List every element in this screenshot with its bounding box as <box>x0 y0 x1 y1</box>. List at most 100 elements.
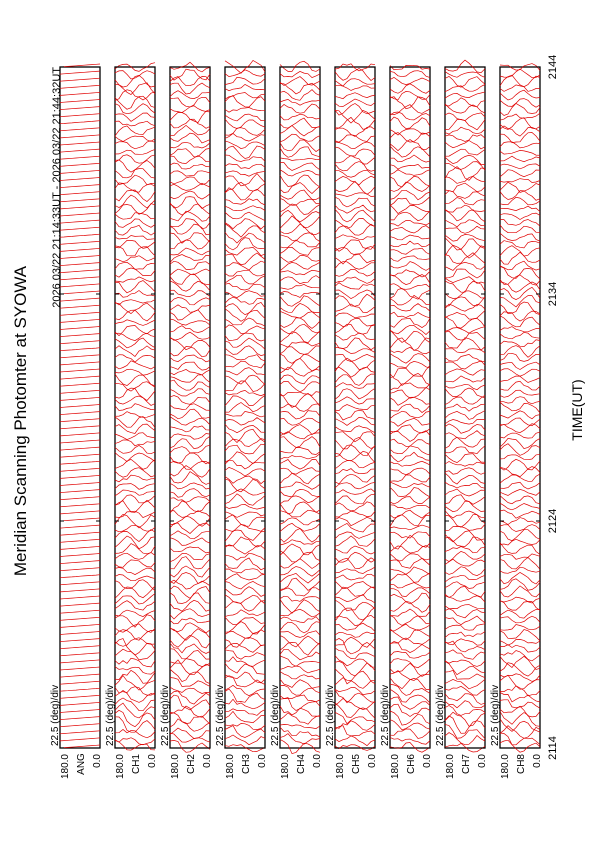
trace <box>59 262 101 266</box>
trace <box>499 489 541 496</box>
trace <box>114 70 156 80</box>
trace <box>334 246 376 256</box>
trace <box>114 290 156 298</box>
trace <box>169 658 211 667</box>
trace <box>169 90 211 99</box>
trace <box>499 205 541 212</box>
trace <box>334 580 376 590</box>
trace <box>114 203 156 215</box>
trace <box>334 196 376 208</box>
trace <box>114 280 156 294</box>
trace <box>224 237 266 251</box>
trace <box>389 365 431 379</box>
trace <box>114 514 156 529</box>
trace <box>389 524 431 531</box>
trace <box>279 599 321 614</box>
trace <box>499 609 541 619</box>
trace <box>334 68 376 81</box>
trace <box>499 117 541 130</box>
trace <box>169 465 211 478</box>
trace <box>59 574 101 579</box>
trace <box>334 488 376 495</box>
trace <box>389 557 431 569</box>
trace <box>499 380 541 391</box>
trace <box>224 438 266 447</box>
trace <box>59 347 101 352</box>
trace <box>114 432 156 440</box>
trace <box>224 374 266 385</box>
trace <box>499 542 541 555</box>
trace <box>169 239 211 250</box>
trace <box>224 154 266 162</box>
trace <box>334 689 376 704</box>
trace <box>334 239 376 252</box>
trace <box>169 331 211 341</box>
trace <box>169 176 211 186</box>
trace <box>169 68 211 81</box>
trace <box>279 472 321 485</box>
trace <box>444 71 486 78</box>
trace <box>169 565 211 578</box>
range-top: 180.0 <box>390 754 401 779</box>
trace <box>169 515 211 527</box>
trace <box>169 346 211 358</box>
trace <box>169 668 211 685</box>
trace <box>59 354 101 359</box>
trace <box>334 175 376 186</box>
trace <box>114 332 156 341</box>
trace <box>334 655 376 668</box>
trace <box>389 474 431 483</box>
trace <box>169 585 211 599</box>
trace <box>279 317 321 329</box>
trace <box>169 289 211 297</box>
trace <box>389 104 431 116</box>
trace <box>114 159 156 173</box>
trace <box>389 531 431 539</box>
trace <box>279 642 321 656</box>
trace <box>169 96 211 108</box>
trace <box>169 232 211 244</box>
trace <box>59 680 101 685</box>
trace <box>499 74 541 88</box>
trace <box>114 535 156 550</box>
trace <box>279 374 321 385</box>
trace <box>279 232 321 242</box>
trace <box>279 543 321 556</box>
trace <box>499 466 541 478</box>
trace <box>334 551 376 563</box>
trace <box>224 649 266 660</box>
trace <box>224 69 266 77</box>
trace <box>224 568 266 575</box>
trace <box>114 411 156 418</box>
trace <box>59 148 101 153</box>
trace <box>280 630 321 638</box>
trace <box>59 560 101 564</box>
trace <box>389 553 431 562</box>
scale-label: 22.5 (deg)/div <box>435 685 446 746</box>
trace <box>499 132 541 144</box>
trace <box>59 134 101 139</box>
trace <box>224 514 266 527</box>
trace <box>114 489 156 497</box>
range-bottom: 0.0 <box>532 754 543 768</box>
trace <box>444 204 486 213</box>
range-bottom: 0.0 <box>92 754 103 768</box>
trace <box>224 308 266 322</box>
trace <box>224 609 266 617</box>
trace <box>114 368 156 376</box>
trace <box>334 444 376 458</box>
trace <box>334 218 376 229</box>
trace <box>334 409 376 421</box>
trace <box>114 614 156 628</box>
trace <box>279 99 321 106</box>
trace <box>499 169 541 178</box>
trace <box>114 212 156 220</box>
trace <box>499 473 541 484</box>
trace <box>444 604 486 610</box>
trace <box>444 97 486 108</box>
scale-label: 22.5 (deg)/div <box>325 685 336 746</box>
trace <box>389 504 431 510</box>
trace <box>499 443 541 456</box>
scale-label: 22.5 (deg)/div <box>50 685 61 746</box>
trace <box>169 247 211 256</box>
